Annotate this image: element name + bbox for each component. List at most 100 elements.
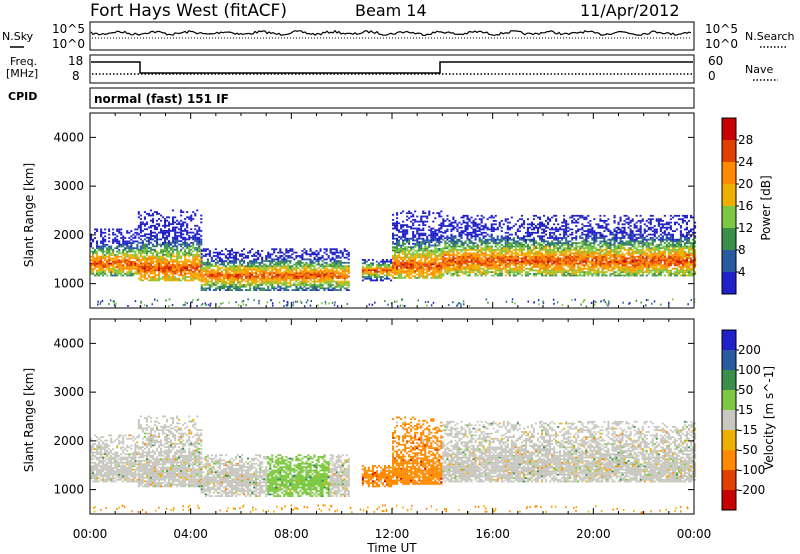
power-cell bbox=[255, 251, 258, 254]
power-cell bbox=[555, 243, 558, 246]
power-cell bbox=[151, 277, 154, 280]
power-cell bbox=[559, 226, 562, 229]
power-cell bbox=[363, 262, 366, 265]
power-cell bbox=[460, 250, 463, 253]
power-cell bbox=[549, 235, 552, 238]
power-cell bbox=[404, 234, 407, 237]
power-cell bbox=[139, 250, 142, 253]
power-cell bbox=[476, 271, 479, 273]
power-cell bbox=[206, 284, 209, 286]
power-cell bbox=[249, 285, 252, 288]
power-cell bbox=[444, 237, 447, 239]
power-cell bbox=[436, 251, 439, 254]
power-cell bbox=[168, 274, 171, 277]
power-cell bbox=[190, 216, 193, 219]
power-cell bbox=[178, 262, 181, 265]
power-cell bbox=[494, 238, 497, 241]
power-cell bbox=[361, 270, 364, 273]
power-cell bbox=[204, 263, 207, 266]
power-cell bbox=[406, 260, 409, 262]
power-cell bbox=[516, 257, 519, 260]
power-cell bbox=[106, 247, 109, 250]
power-cell bbox=[365, 269, 368, 271]
power-cell bbox=[402, 239, 405, 242]
power-cell bbox=[255, 285, 258, 288]
power-cell bbox=[383, 270, 386, 273]
power-cell bbox=[563, 242, 566, 244]
power-cell bbox=[130, 254, 133, 256]
power-cell bbox=[488, 245, 491, 248]
power-cell bbox=[563, 257, 566, 260]
power-cell bbox=[537, 262, 540, 265]
power-cell bbox=[243, 272, 246, 274]
power-cell bbox=[514, 261, 517, 263]
power-cell bbox=[271, 279, 274, 281]
power-cell bbox=[230, 268, 233, 271]
power-cell bbox=[486, 264, 489, 267]
cpid-label: CPID bbox=[8, 90, 37, 103]
power-cell bbox=[277, 284, 280, 286]
power-cell bbox=[474, 223, 477, 226]
power-cell bbox=[432, 266, 435, 269]
power-cell bbox=[335, 251, 338, 254]
power-cell bbox=[573, 272, 576, 275]
power-cell bbox=[283, 282, 286, 285]
power-cell bbox=[168, 267, 171, 270]
power-cell bbox=[410, 261, 413, 264]
power-cell bbox=[100, 235, 103, 238]
power-cell bbox=[541, 249, 544, 251]
power-cell bbox=[504, 269, 507, 272]
power-cell bbox=[414, 265, 417, 267]
power-cell bbox=[301, 277, 304, 280]
power-cell bbox=[414, 239, 417, 242]
power-cell bbox=[114, 266, 117, 268]
power-cell bbox=[514, 231, 517, 234]
power-cell bbox=[557, 261, 560, 263]
power-cell bbox=[494, 214, 497, 217]
power-cell bbox=[442, 225, 445, 227]
power-cell bbox=[299, 285, 302, 288]
power-cell bbox=[553, 231, 556, 234]
power-cell bbox=[490, 252, 493, 255]
power-cell bbox=[545, 254, 548, 256]
power-cell bbox=[555, 245, 558, 248]
power-cell bbox=[470, 242, 473, 244]
power-cell bbox=[406, 271, 409, 274]
power-cell bbox=[249, 260, 252, 262]
power-cell bbox=[514, 223, 517, 226]
power-cell bbox=[216, 270, 219, 273]
power-cell bbox=[375, 264, 378, 266]
power-cell bbox=[283, 284, 286, 286]
power-cell bbox=[198, 260, 201, 263]
power-cell bbox=[424, 263, 427, 266]
power-cell bbox=[94, 257, 97, 260]
power-cell bbox=[410, 265, 413, 267]
power-cell bbox=[480, 250, 483, 253]
power-cell bbox=[325, 273, 328, 276]
power-cell bbox=[228, 256, 231, 259]
power-cell bbox=[492, 250, 495, 253]
power-cell bbox=[122, 267, 125, 270]
power-cell bbox=[313, 268, 316, 271]
power-cell bbox=[222, 287, 225, 290]
power-cell bbox=[94, 266, 97, 268]
power-cell bbox=[518, 226, 521, 229]
power-cell bbox=[462, 254, 465, 256]
power-cell bbox=[508, 247, 511, 250]
power-cell bbox=[408, 273, 411, 276]
power-cell bbox=[504, 259, 507, 262]
power-cell bbox=[153, 267, 156, 270]
power-cell bbox=[416, 215, 419, 218]
power-cell bbox=[522, 221, 525, 224]
power-cell bbox=[430, 234, 433, 237]
power-cell bbox=[508, 228, 511, 231]
power-cell bbox=[145, 236, 148, 239]
power-cell bbox=[178, 223, 181, 225]
power-cell bbox=[265, 256, 268, 259]
power-cell bbox=[192, 250, 195, 253]
power-cell bbox=[281, 272, 284, 274]
power-cell bbox=[412, 270, 415, 272]
power-cell bbox=[220, 272, 223, 274]
power-cell bbox=[412, 275, 415, 278]
power-cell bbox=[414, 275, 417, 278]
